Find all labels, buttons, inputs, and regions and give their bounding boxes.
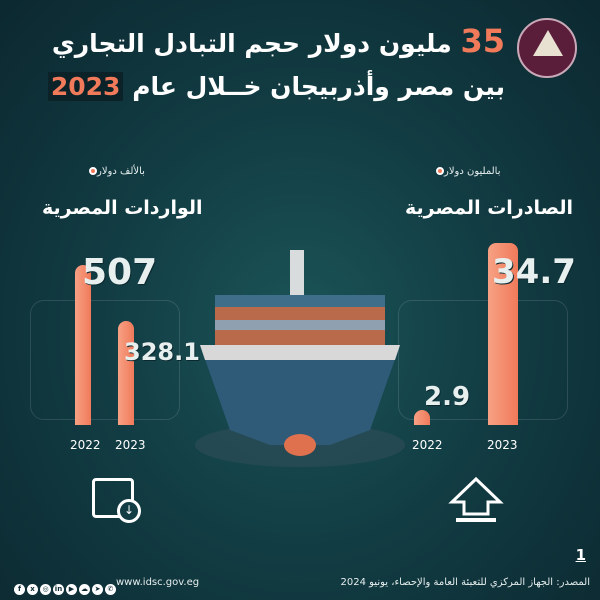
soundcloud-icon[interactable]: ☁ (79, 584, 90, 595)
instagram-icon[interactable]: ◎ (40, 584, 51, 595)
idsc-logo (517, 18, 577, 78)
imports-title: الواردات المصرية (42, 197, 203, 219)
headline-text-2: بين مصر وأذربيجان خــلال عام (132, 72, 505, 101)
exports-unit: بالمليون دولار (432, 166, 501, 177)
exports-bar-2022 (414, 409, 430, 425)
bullet-dot-icon (436, 167, 444, 175)
headline-text: مليون دولار حجم التبادل التجاري (51, 29, 452, 58)
headline-number: 35 (460, 22, 505, 60)
imports-frame (30, 300, 180, 420)
imports-unit: بالألف دولار (85, 166, 145, 177)
imports-value-2023: 328.1 (124, 338, 200, 366)
whatsapp-icon[interactable]: ✆ (105, 584, 116, 595)
exports-bar-2023 (488, 243, 518, 425)
imports-bar-2022 (75, 265, 91, 425)
headline-year: 2023 (47, 72, 124, 101)
exports-value-2022: 2.9 (424, 382, 471, 412)
exports-frame (398, 300, 568, 420)
imports-year-2023: 2023 (115, 438, 146, 452)
headline-line-1: 35 مليون دولار حجم التبادل التجاري (52, 22, 505, 60)
source-note: المصدر: الجهاز المركزي للتعبئة العامة وا… (340, 577, 591, 588)
box-download-icon: ↓ (92, 478, 141, 523)
facebook-icon[interactable]: f (14, 584, 25, 595)
exports-year-2023: 2023 (487, 438, 518, 452)
bullet-dot-icon (89, 167, 97, 175)
x-icon[interactable]: x (27, 584, 38, 595)
cargo-ship-image (195, 250, 405, 467)
headline-line-2: بين مصر وأذربيجان خــلال عام 2023 (47, 72, 505, 101)
exports-value-2023: 34.7 (492, 252, 576, 292)
youtube-icon[interactable]: ▶ (66, 584, 77, 595)
page-number: 1 (575, 546, 586, 564)
telegram-icon[interactable]: ➤ (92, 584, 103, 595)
imports-bar-2023 (118, 321, 134, 425)
exports-year-2022: 2022 (412, 438, 443, 452)
website-link[interactable]: www.idsc.gov.eg (116, 577, 200, 588)
upload-arrow-icon (448, 476, 504, 522)
exports-title: الصادرات المصرية (405, 197, 573, 219)
imports-year-2022: 2022 (70, 438, 101, 452)
linkedin-icon[interactable]: in (53, 584, 64, 595)
imports-value-2022: 507 (82, 252, 158, 293)
social-icons: f x ◎ in ▶ ☁ ➤ ✆ (14, 576, 118, 595)
